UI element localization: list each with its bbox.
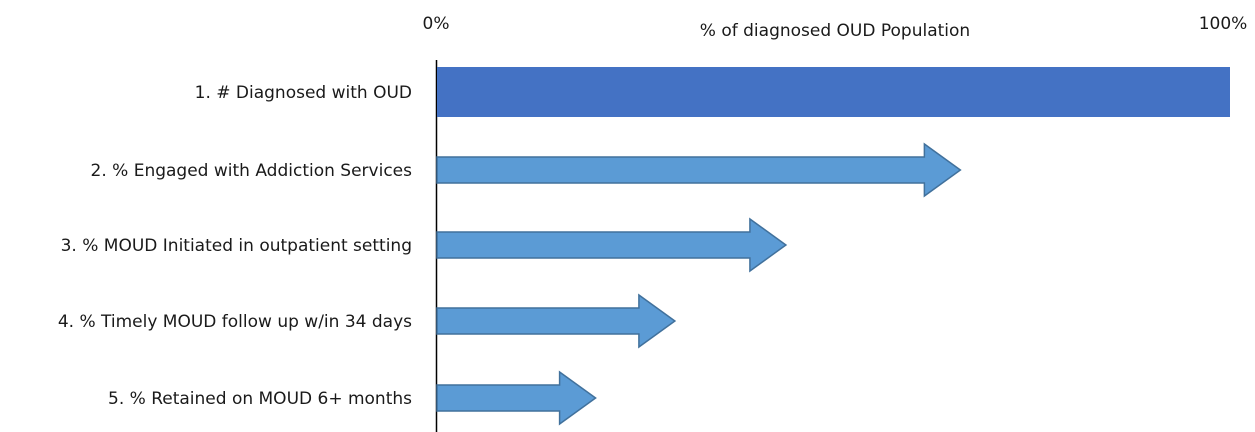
chart-title: % of diagnosed OUD Population	[700, 21, 970, 41]
tick-label-0: 0%	[423, 14, 450, 34]
arrow-mark	[436, 217, 788, 273]
category-labels: 1. # Diagnosed with OUD 2. % Engaged with…	[58, 83, 412, 409]
arrow-mark	[436, 293, 677, 349]
category-label: 1. # Diagnosed with OUD	[195, 83, 412, 103]
category-label: 3. % MOUD Initiated in outpatient settin…	[61, 236, 412, 256]
bar-mark	[437, 67, 1230, 117]
tick-label-100: 100%	[1199, 14, 1248, 34]
chart-marks	[436, 67, 1230, 426]
category-label: 5. % Retained on MOUD 6+ months	[108, 389, 412, 409]
arrow-mark	[436, 142, 962, 198]
category-label: 2. % Engaged with Addiction Services	[91, 161, 413, 181]
category-label: 4. % Timely MOUD follow up w/in 34 days	[58, 312, 412, 332]
arrow-mark	[436, 370, 597, 426]
